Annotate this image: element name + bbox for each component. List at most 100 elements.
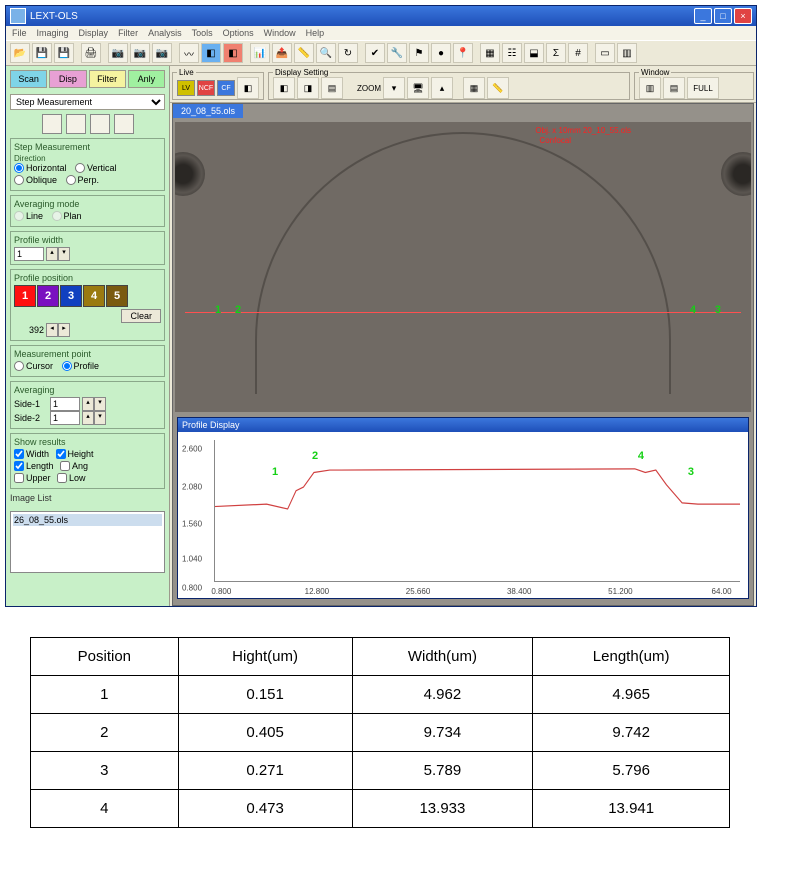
dir-perp[interactable]: Perp.	[66, 175, 100, 185]
sbicon-4[interactable]	[114, 114, 134, 134]
mp-cursor[interactable]: Cursor	[14, 361, 53, 371]
imglist-item[interactable]: 26_08_55.ols	[13, 514, 162, 526]
live-color-icon[interactable]: ◧	[237, 77, 259, 99]
sbicon-3[interactable]	[90, 114, 110, 134]
tool-print-icon[interactable]: 🖨	[81, 43, 101, 63]
tool-flag-icon[interactable]: ⚑	[409, 43, 429, 63]
show-upper[interactable]: Upper	[14, 473, 51, 483]
show-width[interactable]: Width	[14, 449, 49, 459]
disp-icon-1[interactable]: ◧	[273, 77, 295, 99]
av2-s2-val[interactable]	[50, 411, 80, 425]
profile-title[interactable]: Profile Display	[178, 418, 748, 432]
sbicon-1[interactable]	[42, 114, 62, 134]
zoom-in-icon[interactable]: ▴	[431, 77, 453, 99]
live-ncf[interactable]: NCF	[197, 80, 215, 96]
pw-up[interactable]: ▴	[46, 247, 58, 261]
tool-camera2-icon[interactable]: 📷	[130, 43, 150, 63]
disp-icon-3[interactable]: ▤	[321, 77, 343, 99]
menu-imaging[interactable]: Imaging	[37, 28, 69, 38]
win-full[interactable]: FULL	[687, 77, 719, 99]
tool-ruler-icon[interactable]: 📏	[294, 43, 314, 63]
image-holder: 20_08_55.ols Obj. x 10mm 20_10_55.ols Co…	[172, 103, 754, 606]
pp-right[interactable]: ▸	[58, 323, 70, 337]
show-length[interactable]: Length	[14, 461, 54, 471]
menu-filter[interactable]: Filter	[118, 28, 138, 38]
tool-hash-icon[interactable]: #	[568, 43, 588, 63]
live-cf[interactable]: CF	[217, 80, 235, 96]
show-low[interactable]: Low	[57, 473, 86, 483]
live-lv[interactable]: LV	[177, 80, 195, 96]
win-tile-icon[interactable]: ▥	[639, 77, 661, 99]
mode-select[interactable]: Step Measurement	[10, 94, 165, 110]
pp-1[interactable]: 1	[14, 285, 36, 307]
tool-open-icon[interactable]: 📂	[10, 43, 30, 63]
microscope-view[interactable]: Obj. x 10mm 20_10_55.ols Confocal 1 2 3 …	[175, 122, 751, 412]
pp-left[interactable]: ◂	[46, 323, 58, 337]
menu-file[interactable]: File	[12, 28, 27, 38]
dir-obl[interactable]: Oblique	[14, 175, 57, 185]
yt-4: 0.800	[182, 583, 202, 592]
tool-save-icon[interactable]: 💾	[32, 43, 52, 63]
minimize-button[interactable]: _	[694, 8, 712, 24]
show-ang[interactable]: Ang	[60, 461, 88, 471]
menu-display[interactable]: Display	[79, 28, 109, 38]
overlay-icon[interactable]: ▦	[463, 77, 485, 99]
tool-grid-icon[interactable]: ▦	[480, 43, 500, 63]
av2-s1-val[interactable]	[50, 397, 80, 411]
menu-window[interactable]: Window	[264, 28, 296, 38]
ruler2-icon[interactable]: 📏	[487, 77, 509, 99]
titlebar[interactable]: LEXT-OLS _ □ ×	[6, 6, 756, 26]
menu-analysis[interactable]: Analysis	[148, 28, 182, 38]
avg-line[interactable]: Line	[14, 211, 43, 221]
win-cascade-icon[interactable]: ▤	[663, 77, 685, 99]
tool-step-icon[interactable]: ⬓	[524, 43, 544, 63]
dir-vert[interactable]: Vertical	[75, 163, 117, 173]
tool-layers-icon[interactable]: ☷	[502, 43, 522, 63]
pp-4[interactable]: 4	[83, 285, 105, 307]
tool-sum-icon[interactable]: Σ	[546, 43, 566, 63]
tool-wrench-icon[interactable]: 🔧	[387, 43, 407, 63]
tool-refresh-icon[interactable]: ↻	[338, 43, 358, 63]
tab-filter[interactable]: Filter	[89, 70, 126, 88]
marker-2: 2	[235, 304, 241, 316]
menu-tools[interactable]: Tools	[192, 28, 213, 38]
avg-plan[interactable]: Plan	[52, 211, 82, 221]
tool-windows-icon[interactable]: ▥	[617, 43, 637, 63]
monitor-icon[interactable]: 🖥	[407, 77, 429, 99]
zoom-out-icon[interactable]: ▾	[383, 77, 405, 99]
tool-export-icon[interactable]: 📤	[272, 43, 292, 63]
image-list[interactable]: 26_08_55.ols	[10, 511, 165, 573]
menu-help[interactable]: Help	[306, 28, 325, 38]
tool-camera3-icon[interactable]: 📷	[152, 43, 172, 63]
tab-anly[interactable]: Anly	[128, 70, 165, 88]
tool-search-icon[interactable]: 🔍	[316, 43, 336, 63]
sbicon-2[interactable]	[66, 114, 86, 134]
close-button[interactable]: ×	[734, 8, 752, 24]
pw-dn[interactable]: ▾	[58, 247, 70, 261]
pp-2[interactable]: 2	[37, 285, 59, 307]
tool-dot-icon[interactable]: ●	[431, 43, 451, 63]
pp-clear[interactable]: Clear	[121, 309, 161, 323]
show-height[interactable]: Height	[56, 449, 94, 459]
tool-window-icon[interactable]: ▭	[595, 43, 615, 63]
maximize-button[interactable]: □	[714, 8, 732, 24]
mp-profile[interactable]: Profile	[62, 361, 100, 371]
dir-horiz[interactable]: Horizontal	[14, 163, 67, 173]
tool-red-icon[interactable]: ◧	[223, 43, 243, 63]
tool-wave-icon[interactable]: 〰	[179, 43, 199, 63]
pw-value[interactable]	[14, 247, 44, 261]
tool-camera-icon[interactable]: 📷	[108, 43, 128, 63]
tool-saveall-icon[interactable]: 💾	[54, 43, 74, 63]
tab-disp[interactable]: Disp	[49, 70, 86, 88]
pp-3[interactable]: 3	[60, 285, 82, 307]
tab-scan[interactable]: Scan	[10, 70, 47, 88]
pp-5[interactable]: 5	[106, 285, 128, 307]
tool-chart-icon[interactable]: 📊	[250, 43, 270, 63]
pw-title: Profile width	[14, 235, 161, 245]
tool-blue-icon[interactable]: ◧	[201, 43, 221, 63]
image-tab[interactable]: 20_08_55.ols	[173, 104, 243, 118]
tool-check-icon[interactable]: ✔	[365, 43, 385, 63]
tool-pin-icon[interactable]: 📍	[453, 43, 473, 63]
disp-icon-2[interactable]: ◨	[297, 77, 319, 99]
menu-options[interactable]: Options	[223, 28, 254, 38]
